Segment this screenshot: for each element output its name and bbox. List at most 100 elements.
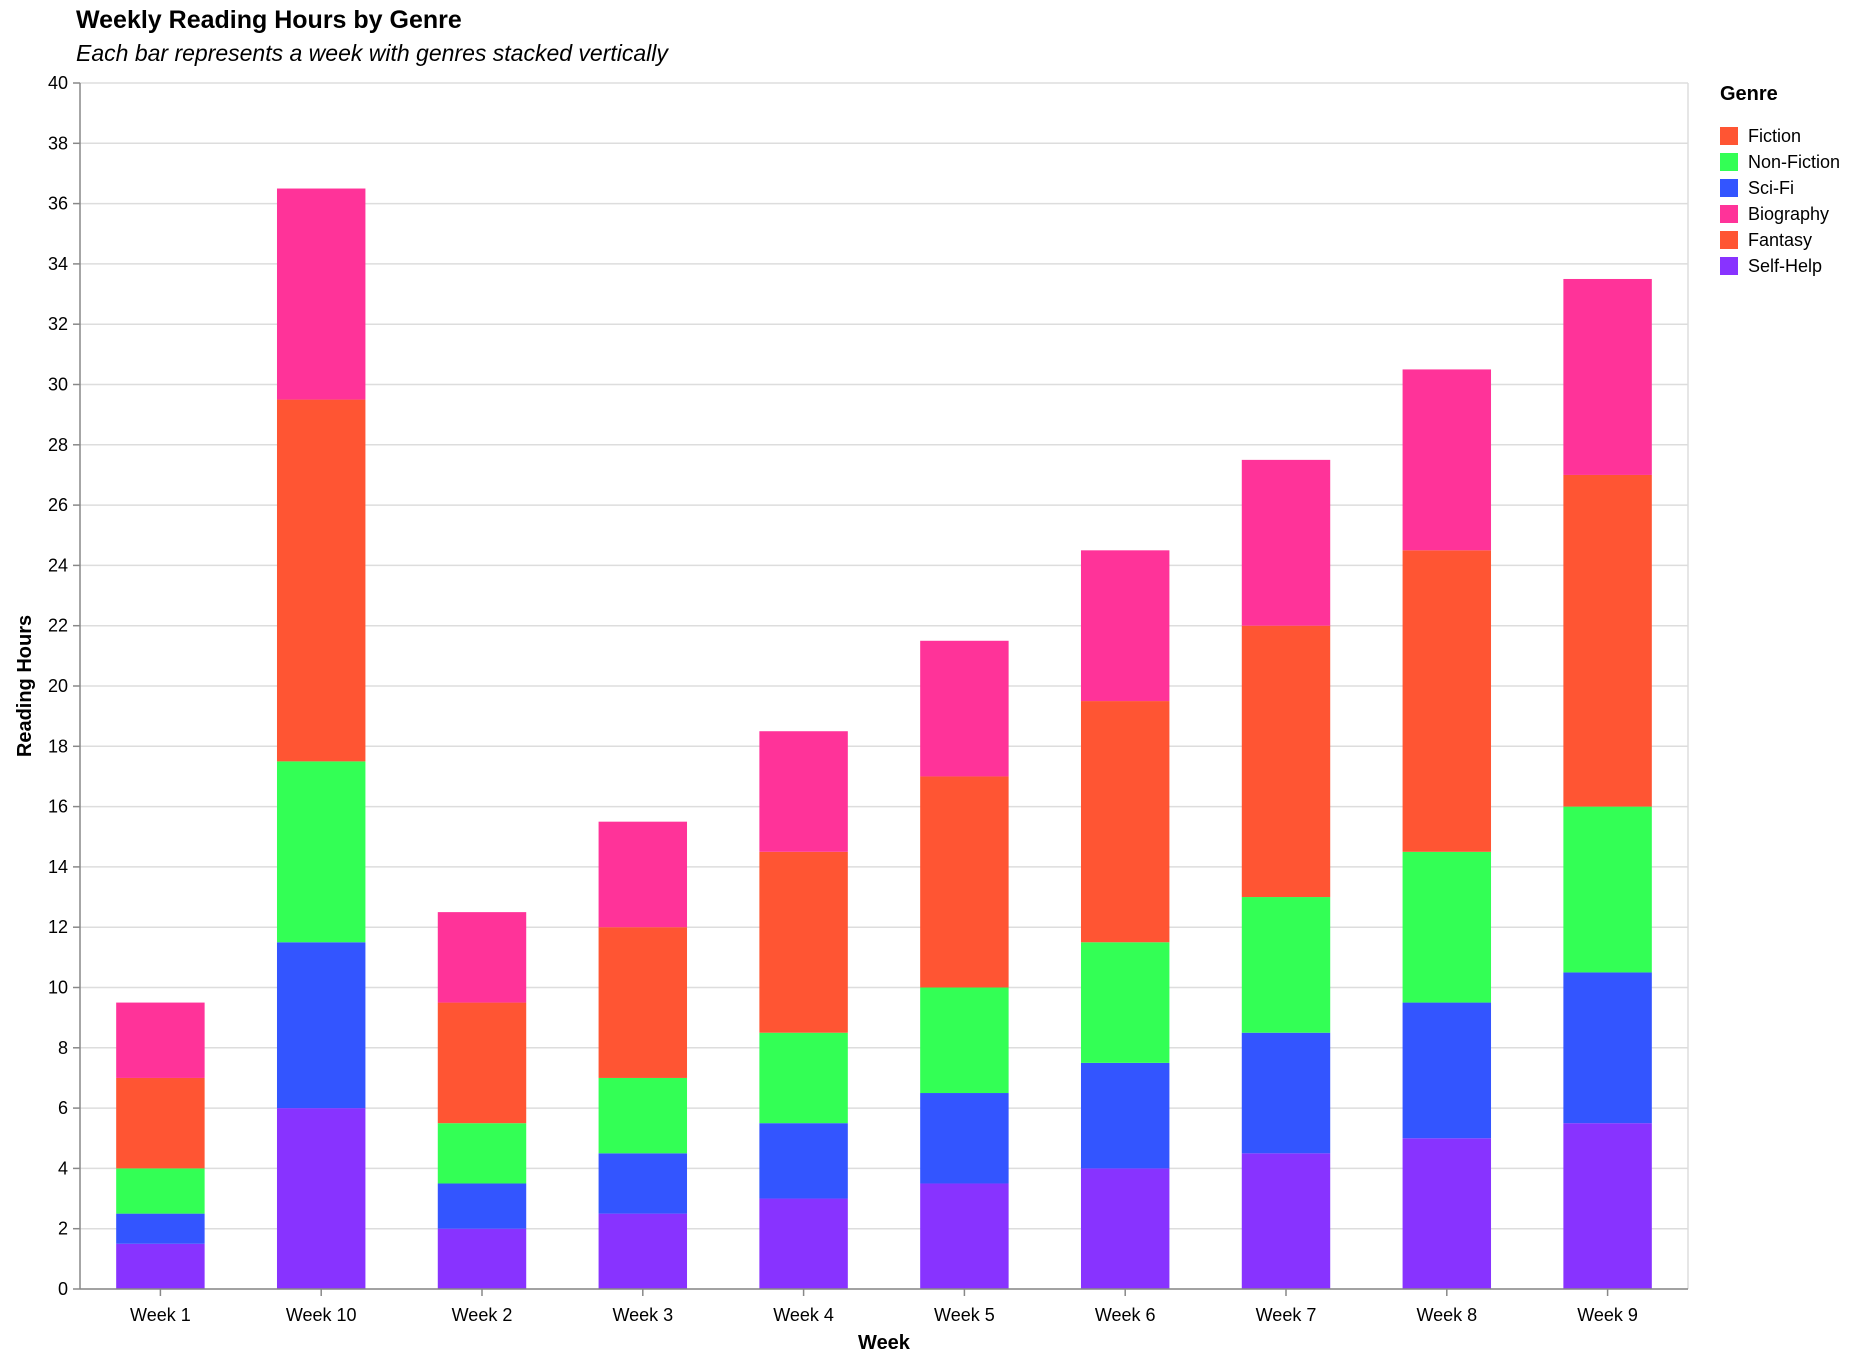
x-tick-label: Week 8 — [1416, 1305, 1477, 1325]
bar-segment-non-fiction[interactable] — [920, 987, 1009, 1094]
bar-segment-non-fiction[interactable] — [1563, 806, 1652, 973]
y-tick-label: 38 — [48, 133, 68, 153]
bar-segment-biography[interactable] — [920, 640, 1009, 777]
bar-segment-fantasy[interactable] — [1402, 550, 1492, 852]
x-tick-label: Week 6 — [1095, 1305, 1156, 1325]
x-tick-label: Week 4 — [773, 1305, 834, 1325]
bar-segment-sci-fi[interactable] — [1563, 972, 1652, 1124]
bar-segment-non-fiction[interactable] — [1080, 942, 1170, 1063]
x-tick-label: Week 1 — [130, 1305, 191, 1325]
bar-segment-self-help[interactable] — [920, 1183, 1009, 1289]
legend-swatch — [1720, 231, 1738, 249]
bar-segment-sci-fi[interactable] — [759, 1123, 848, 1199]
bar-segment-fantasy[interactable] — [1080, 701, 1170, 943]
y-tick-label: 12 — [48, 917, 68, 937]
y-axis-title: Reading Hours — [14, 615, 36, 757]
y-tick-label: 14 — [48, 857, 68, 877]
bar-segment-biography[interactable] — [1241, 459, 1331, 626]
bar-segment-sci-fi[interactable] — [1402, 1002, 1492, 1139]
y-tick-label: 6 — [58, 1098, 68, 1118]
bar-segment-self-help[interactable] — [437, 1228, 527, 1289]
bar-segment-self-help[interactable] — [1563, 1123, 1652, 1289]
legend-title: Genre — [1720, 83, 1778, 105]
bar-segment-self-help[interactable] — [598, 1213, 688, 1289]
bar-segment-biography[interactable] — [437, 912, 527, 1003]
bar-segment-sci-fi[interactable] — [598, 1153, 688, 1214]
bar-segment-fantasy[interactable] — [276, 399, 366, 762]
y-tick-label: 18 — [48, 736, 68, 756]
y-tick-label: 20 — [48, 676, 68, 696]
bar-segment-biography[interactable] — [759, 731, 848, 852]
axes-group: 0246810121416182022242628303234363840Wee… — [14, 73, 1688, 1354]
y-tick-label: 16 — [48, 797, 68, 817]
x-tick-label: Week 3 — [612, 1305, 673, 1325]
bar-segment-biography[interactable] — [598, 821, 688, 928]
bar-segment-fantasy[interactable] — [920, 776, 1009, 988]
legend-label: Fantasy — [1748, 230, 1812, 250]
bar-segment-self-help[interactable] — [116, 1243, 205, 1289]
legend-label: Non-Fiction — [1748, 152, 1840, 172]
bar-segment-non-fiction[interactable] — [1402, 851, 1492, 1003]
chart-subtitle: Each bar represents a week with genres s… — [76, 40, 668, 66]
bar-segment-sci-fi[interactable] — [1241, 1032, 1331, 1154]
bar-segment-self-help[interactable] — [759, 1198, 848, 1289]
bar-segment-fantasy[interactable] — [598, 927, 688, 1078]
y-tick-label: 0 — [58, 1279, 68, 1299]
bar-segment-self-help[interactable] — [1080, 1168, 1170, 1289]
bar-segment-sci-fi[interactable] — [437, 1183, 527, 1229]
bar-segment-fantasy[interactable] — [1241, 625, 1331, 898]
x-tick-label: Week 7 — [1256, 1305, 1317, 1325]
bar-segment-biography[interactable] — [1080, 550, 1170, 702]
legend-swatch — [1720, 257, 1738, 275]
bar-segment-sci-fi[interactable] — [920, 1093, 1009, 1184]
bar-segment-non-fiction[interactable] — [437, 1123, 527, 1184]
y-tick-label: 40 — [48, 73, 68, 93]
legend-label: Sci-Fi — [1748, 178, 1794, 198]
chart-title: Weekly Reading Hours by Genre — [76, 6, 462, 34]
y-tick-label: 8 — [58, 1038, 68, 1058]
bar-segment-sci-fi[interactable] — [1080, 1062, 1170, 1169]
bar-segment-fantasy[interactable] — [116, 1077, 205, 1169]
x-axis-title: Week — [858, 1332, 911, 1354]
y-tick-label: 26 — [48, 495, 68, 515]
bar-segment-self-help[interactable] — [1241, 1153, 1331, 1289]
bar-segment-non-fiction[interactable] — [116, 1168, 205, 1214]
y-tick-label: 30 — [48, 375, 68, 395]
bar-segment-non-fiction[interactable] — [759, 1032, 848, 1124]
legend-swatch — [1720, 153, 1738, 171]
bar-segment-biography[interactable] — [276, 188, 366, 400]
y-tick-label: 28 — [48, 435, 68, 455]
legend-swatch — [1720, 127, 1738, 145]
bar-segment-self-help[interactable] — [276, 1108, 366, 1289]
bar-segment-biography[interactable] — [116, 1002, 205, 1078]
y-tick-label: 36 — [48, 194, 68, 214]
legend-label: Fiction — [1748, 126, 1801, 146]
x-tick-label: Week 10 — [286, 1305, 357, 1325]
bar-segment-non-fiction[interactable] — [276, 761, 366, 943]
bar-segment-sci-fi[interactable] — [116, 1213, 205, 1244]
x-tick-label: Week 2 — [452, 1305, 513, 1325]
y-tick-label: 22 — [48, 616, 68, 636]
bars-group — [116, 188, 1652, 1289]
legend-label: Biography — [1748, 204, 1829, 224]
legend-swatch — [1720, 179, 1738, 197]
bar-segment-biography[interactable] — [1563, 278, 1652, 475]
bar-segment-fantasy[interactable] — [437, 1002, 527, 1124]
bar-segment-non-fiction[interactable] — [1241, 897, 1331, 1033]
bar-segment-non-fiction[interactable] — [598, 1077, 688, 1154]
legend-label: Self-Help — [1748, 256, 1822, 276]
bar-segment-biography[interactable] — [1402, 369, 1492, 551]
x-tick-label: Week 5 — [934, 1305, 995, 1325]
legend: Genre Fiction Non-Fiction Sci-Fi Biography Fa… — [1720, 83, 1840, 276]
y-tick-label: 34 — [48, 254, 68, 274]
bar-segment-self-help[interactable] — [1402, 1138, 1492, 1289]
y-tick-label: 32 — [48, 314, 68, 334]
y-tick-label: 10 — [48, 978, 68, 998]
y-tick-label: 2 — [58, 1219, 68, 1239]
y-tick-label: 24 — [48, 555, 68, 575]
bar-segment-fantasy[interactable] — [759, 851, 848, 1033]
bar-segment-fantasy[interactable] — [1563, 474, 1652, 807]
bar-segment-sci-fi[interactable] — [276, 942, 366, 1109]
y-tick-label: 4 — [58, 1158, 68, 1178]
